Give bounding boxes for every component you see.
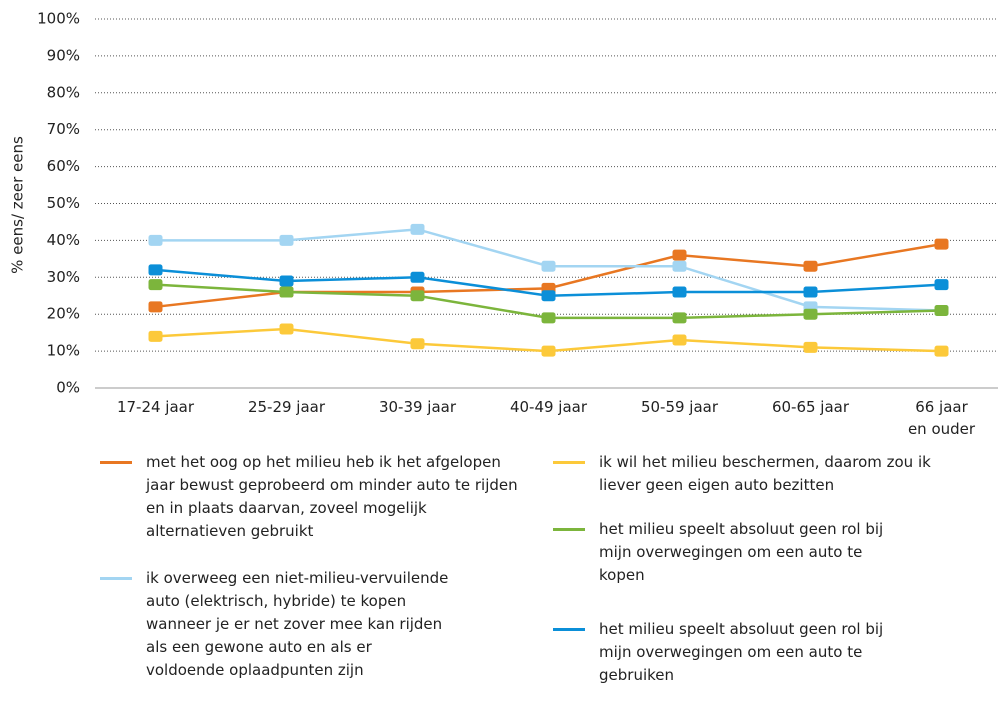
marker (541, 290, 556, 302)
marker (803, 308, 818, 320)
marker (803, 286, 818, 298)
marker (672, 312, 687, 324)
y-axis-label: % eens/ zeer eens (9, 136, 27, 274)
marker (541, 345, 556, 357)
legend-swatch (553, 461, 585, 464)
marker (803, 260, 818, 272)
marker (934, 238, 949, 250)
marker (148, 301, 163, 313)
y-tick-label: 80% (47, 83, 80, 101)
marker (672, 249, 687, 261)
legend-label: met het oog op het milieu heb ik het afg… (146, 453, 518, 540)
x-tick-label: 40-49 jaar (509, 398, 588, 416)
marker (279, 275, 294, 287)
chart: % eens/ zeer eens 0% 10% 20% 30% 40% 50% 60% 70… (9, 10, 998, 397)
marker (934, 305, 949, 317)
marker (410, 338, 425, 350)
marker (279, 286, 294, 298)
x-tick-label: 25-29 jaar (247, 398, 326, 416)
x-tick-label: 17-24 jaar (116, 398, 195, 416)
marker (541, 312, 556, 324)
x-tick-label: 66 jaar en ouder (907, 398, 976, 438)
y-tick-label: 0% (56, 379, 80, 397)
y-tick-label: 30% (47, 268, 80, 286)
legend-swatch (553, 628, 585, 631)
y-tick-label: 40% (47, 231, 80, 249)
marker (541, 260, 556, 272)
marker (148, 264, 163, 276)
x-tick-label: 30-39 jaar (378, 398, 457, 416)
marker (934, 279, 949, 291)
x-tick-label: 60-65 jaar (771, 398, 850, 416)
legend-label: het milieu speelt absoluut geen rol bij … (599, 620, 884, 684)
y-tick-label: 10% (47, 342, 80, 360)
legend-swatch (100, 461, 132, 464)
y-tick-label: 60% (47, 157, 80, 175)
marker (279, 234, 294, 246)
y-tick-label: 50% (47, 194, 80, 212)
marker (410, 290, 425, 302)
marker (148, 279, 163, 291)
marker (148, 330, 163, 342)
y-tick-label: 100% (37, 10, 80, 28)
legend-label: ik wil het milieu beschermen, daarom zou… (599, 453, 931, 494)
marker (279, 323, 294, 335)
legend-swatch (100, 577, 132, 580)
x-tick-label: 50-59 jaar (640, 398, 719, 416)
y-tick-label: 20% (47, 305, 80, 323)
legend-label: ik overweeg een niet-milieu-vervuilende … (146, 569, 449, 679)
y-tick-label: 90% (47, 46, 80, 64)
marker (672, 334, 687, 346)
legend-swatch (553, 528, 585, 531)
marker (934, 345, 949, 357)
legend-label: het milieu speelt absoluut geen rol bij … (599, 520, 884, 584)
marker (410, 271, 425, 283)
marker (672, 260, 687, 272)
marker (410, 223, 425, 235)
marker (672, 286, 687, 298)
marker (148, 234, 163, 246)
y-tick-label: 70% (47, 120, 80, 138)
marker (803, 341, 818, 353)
